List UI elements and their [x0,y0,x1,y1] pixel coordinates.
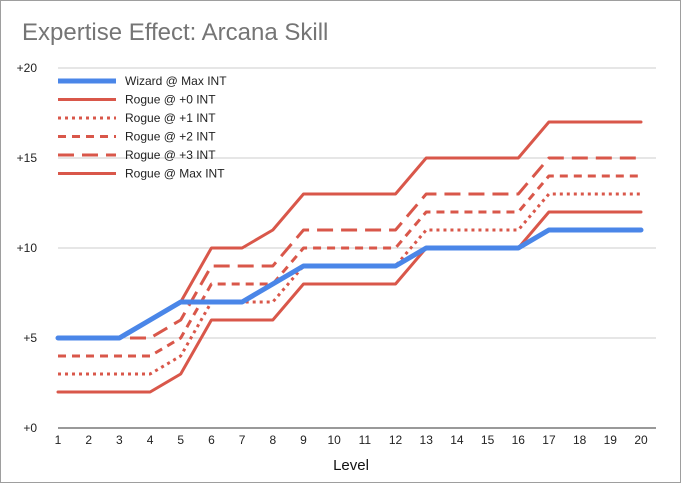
series-line [56,210,643,394]
x-axis-label: Level [333,457,369,474]
x-tick-label: 18 [573,433,587,447]
series-lines [55,120,644,394]
y-tick-label: +0 [23,421,37,435]
y-tick-label: +20 [17,61,38,75]
x-tick-label: 13 [420,433,434,447]
x-tick-label: 10 [327,433,341,447]
x-axis-ticks: 1 2 3 4 5 6 7 8 9 10 11 12 13 14 15 16 17 18 19 20 [55,433,648,447]
x-tick-label: 6 [208,433,215,447]
y-tick-label: +10 [17,241,38,255]
x-tick-label: 17 [542,433,556,447]
series-line [58,156,641,340]
chart-title: Expertise Effect: Arcana Skill [22,19,329,46]
x-tick-label: 8 [269,433,276,447]
x-tick-label: 7 [239,433,246,447]
legend-entry: Rogue @ +3 INT [125,148,216,162]
x-tick-label: 12 [389,433,403,447]
series-line [58,174,641,358]
legend-entry: Rogue @ +1 INT [125,111,216,125]
y-tick-label: +5 [23,331,37,345]
legend-entry: Wizard @ Max INT [125,74,227,88]
x-tick-label: 3 [116,433,123,447]
x-tick-label: 9 [300,433,307,447]
x-tick-label: 14 [450,433,464,447]
x-tick-label: 11 [359,433,372,447]
x-tick-label: 16 [512,433,526,447]
series-line [55,227,644,341]
x-tick-label: 20 [634,433,648,447]
x-tick-label: 19 [604,433,618,447]
y-tick-label: +15 [17,151,38,165]
legend-entry: Rogue @ Max INT [125,167,225,181]
legend: Wizard @ Max INT Rogue @ +0 INT Rogue @ +1… [58,74,227,181]
y-axis-ticks: +0 +5 +10 +15 +20 [17,61,38,435]
x-tick-label: 15 [481,433,495,447]
legend-entry: Rogue @ +0 INT [125,93,216,107]
x-tick-label: 1 [55,433,62,447]
x-tick-label: 4 [147,433,154,447]
legend-entry: Rogue @ +2 INT [125,130,216,144]
x-tick-label: 5 [177,433,184,447]
x-tick-label: 2 [85,433,92,447]
